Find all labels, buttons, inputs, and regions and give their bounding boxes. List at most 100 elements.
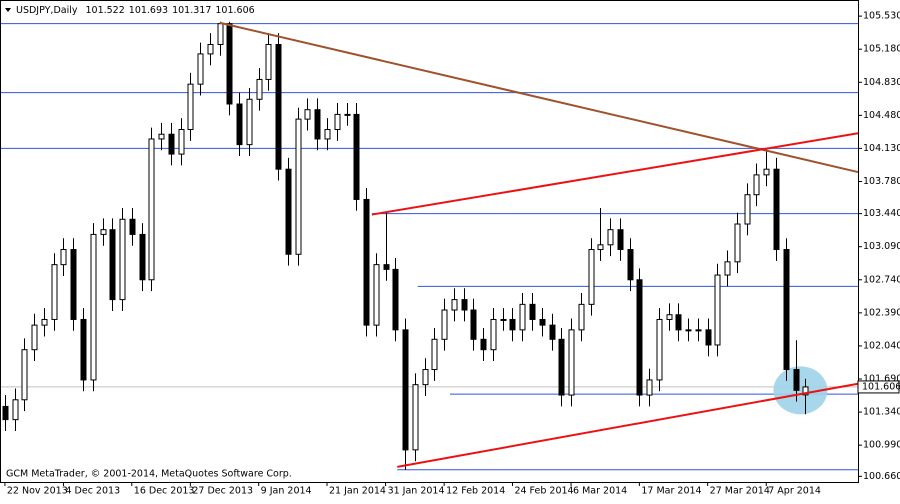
x-tick-label: 31 Jan 2014 xyxy=(388,486,445,497)
candle-body xyxy=(60,249,67,266)
candle-body xyxy=(519,303,526,331)
candle-body xyxy=(714,274,721,346)
candle-body xyxy=(295,118,302,255)
candle-body xyxy=(724,261,731,276)
candle-body xyxy=(304,109,311,120)
candle-body xyxy=(402,329,409,451)
candle-body xyxy=(646,379,653,396)
candle-body xyxy=(744,194,751,225)
candle-body xyxy=(558,338,565,396)
x-tick-label: 27 Dec 2013 xyxy=(192,486,253,497)
candle-body xyxy=(500,318,507,321)
symbol-name: USDJPY,Daily xyxy=(16,5,78,16)
candle-body xyxy=(470,309,477,340)
candle-body xyxy=(314,109,321,140)
candle-body xyxy=(627,249,634,281)
ohlc-high: 101.693 xyxy=(129,5,168,16)
candle-body xyxy=(285,168,292,255)
candle-body xyxy=(21,349,28,401)
candle-body xyxy=(656,318,663,381)
candle-body xyxy=(109,229,116,301)
candle-body xyxy=(119,218,126,301)
candle-body xyxy=(12,399,19,421)
candle-body xyxy=(568,329,575,396)
y-tick-label: 102.740 xyxy=(863,274,900,285)
candle-body xyxy=(578,303,585,331)
candle-body xyxy=(539,318,546,326)
candle-body xyxy=(392,268,399,331)
ohlc-open: 101.522 xyxy=(85,5,124,16)
candle-body xyxy=(753,174,760,196)
x-tick-label: 4 Dec 2013 xyxy=(65,486,120,497)
candle-body xyxy=(773,168,780,251)
candle-body xyxy=(480,338,487,351)
candle-body xyxy=(383,264,390,270)
candle-body xyxy=(100,229,107,235)
menu-arrow[interactable] xyxy=(5,8,11,12)
candle-body xyxy=(802,386,809,396)
candle-body xyxy=(373,264,380,326)
candle-body xyxy=(617,229,624,251)
candle-body xyxy=(441,309,448,340)
y-tick-label: 104.480 xyxy=(863,110,900,121)
candle-body xyxy=(31,324,38,351)
candle-body xyxy=(793,369,800,391)
x-tick-label: 24 Feb 2014 xyxy=(514,486,573,497)
symbol: USDJPY,Daily 101.522 101.693 101.317 101.606 xyxy=(16,5,255,16)
candle-body xyxy=(178,129,185,155)
candle-body xyxy=(451,299,458,311)
candle-body xyxy=(217,23,224,45)
candle-body xyxy=(666,314,673,320)
candle-body xyxy=(168,133,175,155)
trend-line xyxy=(397,382,859,468)
candle-body xyxy=(334,113,341,131)
x-tick-label: 16 Dec 2013 xyxy=(134,486,195,497)
candle-body xyxy=(422,369,429,386)
y-tick-label: 100.990 xyxy=(863,440,900,451)
candle-body xyxy=(265,43,272,80)
x-tick-label: 12 Feb 2014 xyxy=(446,486,505,497)
candle-body xyxy=(51,264,58,320)
candle-body xyxy=(607,229,614,246)
candle-body xyxy=(763,168,770,176)
y-tick-label: 105.530 xyxy=(863,11,900,22)
candle-body xyxy=(324,129,331,140)
y-tick-label: 102.390 xyxy=(863,307,900,318)
candle-body xyxy=(236,103,243,146)
candle-body xyxy=(256,78,263,100)
price-tag-box xyxy=(857,380,900,394)
candle-body xyxy=(490,318,497,351)
candle-body xyxy=(549,324,556,340)
candle-body xyxy=(431,338,438,371)
copyright: GCM MetaTrader, © 2001-2014, MetaQuotes … xyxy=(6,469,292,480)
ohlc-close: 101.606 xyxy=(215,5,254,16)
x-tick-label: 7 Apr 2014 xyxy=(768,486,821,497)
candle-body xyxy=(509,318,516,331)
candle-body xyxy=(246,98,253,146)
candle-body xyxy=(139,233,146,281)
candle-body xyxy=(41,318,48,326)
y-tick-label: 104.830 xyxy=(863,77,900,88)
candle-body xyxy=(158,133,165,140)
y-tick-label: 100.660 xyxy=(863,471,900,482)
y-tick-label: 105.180 xyxy=(863,44,900,55)
candle-body xyxy=(207,43,214,55)
candle-body xyxy=(2,405,9,421)
y-tick-label: 103.440 xyxy=(863,208,900,219)
candle-body xyxy=(275,43,282,170)
x-tick-label: 22 Nov 2013 xyxy=(7,486,68,497)
candle-body xyxy=(80,318,87,381)
y-tick-label: 101.690 xyxy=(863,373,900,384)
y-tick-label: 103.090 xyxy=(863,241,900,252)
candle-body xyxy=(197,53,204,85)
price-tag: 101.606 xyxy=(862,381,900,392)
y-tick-label: 104.130 xyxy=(863,143,900,154)
candle-body xyxy=(685,329,692,332)
trend-line xyxy=(219,21,859,174)
candle-body xyxy=(129,218,136,235)
x-tick-label: 27 Mar 2014 xyxy=(710,486,770,497)
candle-body xyxy=(412,384,419,451)
x-tick-label: 21 Jan 2014 xyxy=(329,486,386,497)
